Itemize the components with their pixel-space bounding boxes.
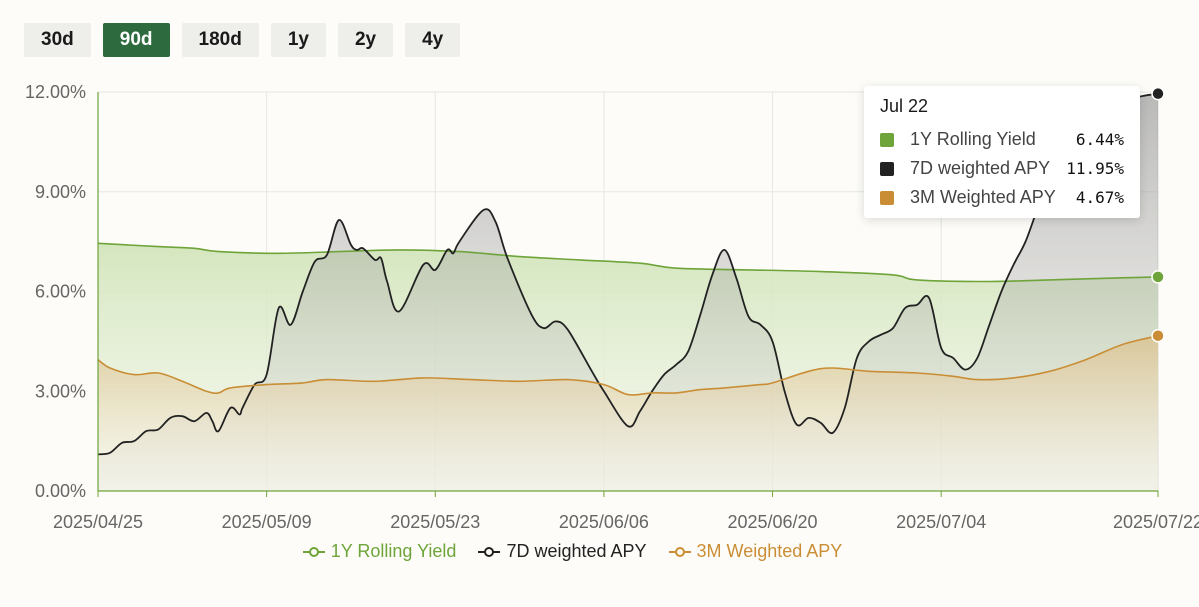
legend-label: 3M Weighted APY: [696, 541, 843, 561]
x-tick-label: 2025/07/22: [1113, 512, 1199, 532]
x-tick-label: 2025/04/25: [53, 512, 143, 532]
series-line-1y-rolling-yield[interactable]: [97, 242, 1159, 283]
range-button-2y[interactable]: 2y: [337, 23, 394, 57]
y-axis-labels: 0.00% 3.00% 6.00% 9.00% 12.00%: [25, 82, 86, 501]
legend-line-marker-icon: [302, 546, 325, 558]
legend-label: 7D weighted APY: [506, 541, 647, 561]
end-point-7d-weighted-apy[interactable]: [1151, 86, 1165, 101]
tooltip-swatch: [880, 132, 894, 147]
tooltip-row-3m-weighted-apy: 3M Weighted APY 4.67%: [880, 183, 1124, 212]
x-axis-labels: 2025/04/25 2025/05/09 2025/05/23 2025/06/06…: [53, 512, 1199, 532]
area-3m-weighted-apy: [98, 335, 1158, 491]
tooltip-date: Jul 22: [880, 96, 929, 116]
range-button-30d[interactable]: 30d: [24, 23, 91, 57]
range-button-1y[interactable]: 1y: [270, 23, 326, 57]
chart-legend: 1Y Rolling Yield 7D weighted APY 3M Weig…: [0, 541, 1145, 562]
legend-item-7d-weighted-apy[interactable]: 7D weighted APY: [478, 541, 647, 562]
range-selector: 30d 90d 180d 1y 2y 4y: [24, 23, 461, 57]
tooltip-series-name: 7D weighted APY: [910, 158, 1051, 178]
x-tick-label: 2025/06/20: [727, 512, 817, 532]
tooltip-series-name: 1Y Rolling Yield: [910, 129, 1036, 149]
range-button-4y[interactable]: 4y: [405, 23, 461, 57]
legend-label: 1Y Rolling Yield: [330, 541, 457, 561]
chart-areas: [98, 93, 1158, 491]
tooltip-swatch: [880, 161, 894, 176]
tooltip-series-name: 3M Weighted APY: [910, 187, 1056, 207]
y-tick-label: 0.00%: [35, 481, 86, 501]
tooltip-swatch: [880, 190, 894, 205]
y-tick-label: 12.00%: [25, 82, 86, 102]
x-tick-label: 2025/07/04: [896, 512, 986, 532]
series-end-points: [1151, 86, 1165, 343]
tooltip-row-1y-rolling-yield: 1Y Rolling Yield 6.44%: [880, 125, 1124, 154]
x-tick-label: 2025/06/06: [559, 512, 649, 532]
chart-axes: [97, 92, 1159, 497]
tooltip-series-value: 4.67%: [1075, 188, 1124, 207]
legend-line-marker-icon: [478, 546, 501, 558]
tooltip-series-value: 11.95%: [1066, 159, 1124, 178]
tooltip-series-value: 6.44%: [1075, 130, 1124, 149]
chart-tooltip: Jul 22 1Y Rolling Yield 6.44% 7D weighte…: [864, 86, 1140, 218]
x-tick-label: 2025/05/23: [390, 512, 480, 532]
chart-lines: [97, 92, 1159, 456]
y-tick-label: 3.00%: [35, 381, 86, 401]
tooltip-row-7d-weighted-apy: 7D weighted APY 11.95%: [880, 154, 1124, 183]
legend-item-3m-weighted-apy[interactable]: 3M Weighted APY: [668, 541, 843, 562]
end-point-3m-weighted-apy[interactable]: [1151, 328, 1165, 343]
x-tick-label: 2025/05/09: [222, 512, 312, 532]
y-tick-label: 6.00%: [35, 282, 86, 302]
series-line-7d-weighted-apy[interactable]: [97, 92, 1159, 456]
y-tick-label: 9.00%: [35, 182, 86, 202]
range-button-90d[interactable]: 90d: [102, 23, 170, 57]
legend-line-marker-icon: [668, 546, 691, 558]
end-point-1y-rolling-yield[interactable]: [1151, 270, 1165, 284]
legend-item-1y-rolling-yield[interactable]: 1Y Rolling Yield: [302, 541, 457, 562]
series-line-3m-weighted-apy[interactable]: [97, 334, 1159, 396]
range-button-180d[interactable]: 180d: [181, 23, 259, 57]
